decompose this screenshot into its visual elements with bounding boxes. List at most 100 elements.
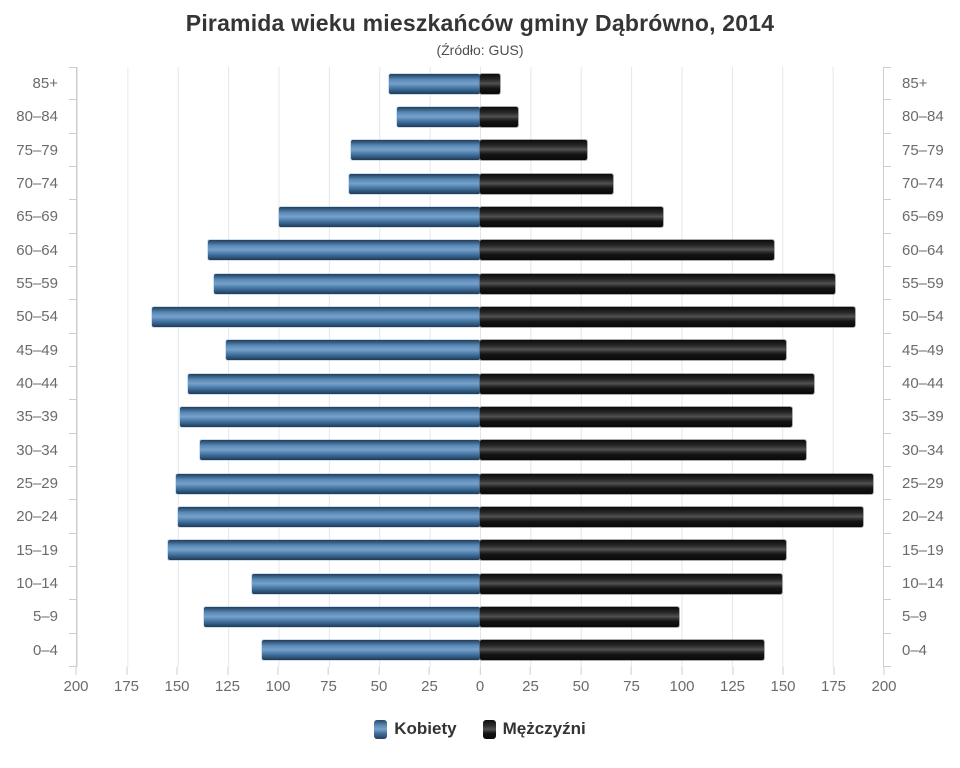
x-axis-tick-label: 50 [370, 678, 388, 695]
plot-area [76, 67, 884, 667]
y-axis-label-right: 75–79 [884, 134, 960, 168]
x-axis-tick-label: 175 [820, 678, 847, 695]
female-bar [167, 540, 480, 561]
y-axis-label-left: 55–59 [0, 267, 76, 301]
chart-title: Piramida wieku mieszkańców gminy Dąbrówn… [185, 10, 775, 36]
plot-row [77, 400, 883, 433]
x-axis-tick: 125 [720, 667, 745, 695]
x-axis-tick-mark [328, 667, 329, 675]
plot-row [77, 67, 883, 100]
y-axis-label-right: 35–39 [884, 400, 960, 434]
male-bar [480, 140, 587, 161]
y-axis-label-left: 40–44 [0, 367, 76, 401]
x-axis-tick-mark [631, 667, 632, 675]
x-axis-tick-mark [277, 667, 279, 675]
y-axis-labels-left: 85+ 80–84 75–79 70–74 65–69 60–64 55–59 50–54 45… [0, 67, 76, 668]
y-axis-label-left: 15–19 [0, 534, 76, 568]
y-axis-label-left: 0–4 [0, 634, 76, 668]
female-bar [177, 506, 480, 527]
female-bar [175, 473, 480, 494]
x-axis-tick-mark [530, 667, 531, 675]
male-bar [480, 340, 787, 361]
x-axis-tick-mark [227, 667, 228, 675]
x-axis-tick: 25 [522, 667, 539, 695]
plot-row [77, 367, 883, 400]
y-axis-label-left: 30–34 [0, 434, 76, 468]
x-axis-tick-label: 75 [623, 678, 640, 695]
x-axis-tick: 175 [821, 667, 846, 695]
x-axis-tick-label: 200 [63, 678, 89, 695]
x-axis-tick: 0 [476, 667, 484, 695]
male-bar [480, 506, 863, 527]
x-axis-tick: 100 [669, 667, 695, 695]
x-axis-tick-label: 75 [320, 678, 337, 695]
x-axis-tick-label: 0 [475, 678, 485, 695]
female-bar [397, 106, 480, 127]
x-axis-track: 200 175 150 125 100 75 50 25 0 25 50 75 100 125 150 175… [63, 667, 897, 703]
x-axis-tick-mark [732, 667, 733, 675]
x-axis-tick: 150 [770, 667, 796, 695]
male-bar [480, 440, 807, 461]
y-axis-label-left: 60–64 [0, 234, 76, 268]
y-axis-label-right: 55–59 [884, 267, 960, 301]
y-axis-label-left: 70–74 [0, 167, 76, 201]
female-bar [278, 206, 480, 227]
x-axis-tick-mark [378, 667, 380, 675]
y-axis-label-left: 75–79 [0, 134, 76, 168]
x-axis-tick-mark [833, 667, 834, 675]
male-bar [480, 373, 815, 394]
legend-item-mezczyzni[interactable]: Mężczyźni [482, 719, 586, 739]
x-axis-tick-label: 200 [871, 678, 897, 695]
female-bar [351, 140, 480, 161]
x-axis-tick-label: 175 [113, 678, 140, 695]
plot-row [77, 100, 883, 133]
female-bar [389, 73, 480, 94]
y-axis-label-left: 20–24 [0, 500, 76, 534]
chart-subtitle: (Źródło: GUS) [436, 42, 524, 58]
plot-row [77, 200, 883, 233]
y-axis-label-right: 85+ [884, 67, 960, 101]
y-axis-label-left: 50–54 [0, 300, 76, 334]
x-axis-tick-label: 125 [214, 678, 241, 695]
x-axis-tick-mark [176, 667, 178, 675]
x-axis-tick-mark [883, 667, 885, 675]
plot-row [77, 267, 883, 300]
plot-row [77, 434, 883, 467]
y-axis-label-left: 5–9 [0, 600, 76, 634]
legend-label-kobiety: Kobiety [394, 719, 457, 738]
x-axis-tick: 25 [421, 667, 438, 695]
y-axis-label-left: 45–49 [0, 334, 76, 368]
male-bar [480, 173, 613, 194]
x-axis-tick: 150 [164, 667, 190, 695]
legend-item-kobiety[interactable]: Kobiety [374, 719, 457, 739]
male-bar [480, 106, 519, 127]
x-axis-tick-mark [681, 667, 683, 675]
x-axis-tick-label: 150 [164, 678, 190, 695]
y-axis-label-right: 20–24 [884, 500, 960, 534]
female-bar [203, 606, 480, 627]
x-axis-tick: 200 [871, 667, 897, 695]
x-axis-tick: 75 [320, 667, 337, 695]
y-axis-label-right: 5–9 [884, 600, 960, 634]
x-axis-tick: 125 [215, 667, 240, 695]
x-axis-tick: 50 [370, 667, 388, 695]
male-bar [480, 606, 680, 627]
male-bar [480, 273, 835, 294]
x-axis-tick-mark [429, 667, 430, 675]
male-bar [480, 206, 664, 227]
x-axis: 200 175 150 125 100 75 50 25 0 25 50 75 100 125 150 175… [0, 667, 960, 703]
plot-row [77, 600, 883, 633]
legend: Kobiety Mężczyźni [0, 719, 960, 739]
y-axis-label-left: 10–14 [0, 567, 76, 601]
male-bar [480, 73, 501, 94]
y-axis-label-right: 60–64 [884, 234, 960, 268]
plot-row [77, 467, 883, 500]
y-axis-label-left: 80–84 [0, 100, 76, 134]
female-bar [226, 340, 480, 361]
male-bar [480, 640, 765, 661]
plot-row [77, 534, 883, 567]
y-axis-label-right: 25–29 [884, 467, 960, 501]
female-bar [207, 240, 480, 261]
x-axis-tick-label: 50 [572, 678, 590, 695]
male-bar [480, 573, 783, 594]
